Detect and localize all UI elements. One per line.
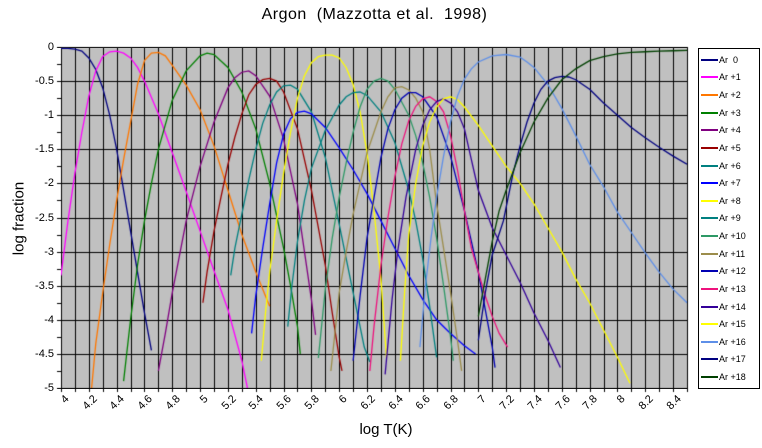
legend-line-swatch — [701, 146, 718, 149]
y-tick-label: -0.5 — [35, 75, 54, 88]
legend-label: Ar +9 — [719, 213, 741, 224]
legend-line-swatch — [701, 111, 718, 114]
y-tick-label: -1 — [44, 109, 54, 122]
legend-line-swatch — [701, 182, 718, 185]
legend-label: Ar +6 — [719, 160, 741, 171]
legend-item: Ar +1 — [700, 69, 758, 85]
legend-line-swatch — [701, 305, 718, 308]
legend-item: Ar +14 — [700, 299, 758, 315]
y-tick-label: 0 — [47, 41, 54, 53]
legend-line-swatch — [701, 252, 718, 255]
legend-item: Ar +16 — [700, 334, 758, 350]
legend-label: Ar +7 — [719, 178, 741, 189]
legend-item: Ar 0 — [700, 52, 758, 68]
y-tick-label: -3 — [44, 245, 54, 258]
legend-label: Ar +11 — [719, 248, 746, 259]
x-axis-title: log T(K) — [359, 421, 413, 438]
y-tick-label: -3.5 — [35, 279, 54, 292]
legend-label: Ar +4 — [719, 125, 741, 136]
legend-label: Ar +15 — [719, 319, 746, 330]
legend-item: Ar +12 — [700, 263, 758, 279]
legend-label: Ar +16 — [719, 336, 746, 347]
legend-item: Ar +13 — [700, 281, 758, 297]
legend-label: Ar +12 — [719, 266, 746, 277]
legend-line-swatch — [701, 235, 718, 238]
legend-label: Ar +1 — [719, 72, 741, 83]
legend-line-swatch — [701, 94, 718, 97]
y-tick-label: -2 — [44, 177, 54, 190]
legend-line-swatch — [701, 129, 718, 132]
legend-item: Ar +9 — [700, 210, 758, 226]
y-tick-label: -1.5 — [35, 143, 54, 156]
legend-item: Ar +10 — [700, 228, 758, 244]
legend-item: Ar +18 — [700, 369, 758, 385]
legend-line-swatch — [701, 340, 718, 343]
legend-label: Ar +2 — [719, 90, 741, 101]
legend-item: Ar +3 — [700, 105, 758, 121]
legend-item: Ar +5 — [700, 140, 758, 156]
y-tick-label: -4 — [44, 313, 54, 326]
legend-item: Ar +11 — [700, 246, 758, 262]
legend-label: Ar +14 — [719, 301, 746, 312]
legend-line-swatch — [701, 164, 718, 167]
legend-label: Ar +18 — [719, 372, 746, 383]
legend-label: Ar +17 — [719, 354, 746, 365]
legend-item: Ar +4 — [700, 122, 758, 138]
legend-item: Ar +2 — [700, 87, 758, 103]
legend-label: Ar +13 — [719, 283, 746, 294]
legend-item: Ar +6 — [700, 158, 758, 174]
legend-item: Ar +8 — [700, 193, 758, 209]
legend-item: Ar +17 — [700, 351, 758, 367]
y-tick-label: -5 — [44, 382, 54, 394]
legend-line-swatch — [701, 270, 718, 273]
legend-line-swatch — [701, 199, 718, 202]
legend-line-swatch — [701, 358, 718, 361]
legend-line-swatch — [701, 376, 718, 379]
y-tick-label: -2.5 — [35, 211, 54, 224]
legend-item: Ar +15 — [700, 316, 758, 332]
legend-label: Ar 0 — [719, 54, 739, 65]
y-tick-label: -4.5 — [35, 347, 54, 360]
legend: Ar 0 Ar +1 Ar +2 Ar +3 Ar +4 Ar +5 Ar +6 Ar +7 A… — [698, 48, 760, 389]
legend-line-swatch — [701, 76, 718, 79]
legend-label: Ar +10 — [719, 231, 746, 242]
legend-item: Ar +7 — [700, 175, 758, 191]
legend-line-swatch — [701, 323, 718, 326]
legend-line-swatch — [701, 287, 718, 290]
chart-title: Argon (Mazzotta et al. 1998) — [261, 6, 488, 23]
legend-line-swatch — [701, 58, 718, 61]
legend-label: Ar +3 — [719, 107, 741, 118]
legend-line-swatch — [701, 217, 718, 220]
legend-label: Ar +5 — [719, 142, 741, 153]
legend-label: Ar +8 — [719, 195, 741, 206]
